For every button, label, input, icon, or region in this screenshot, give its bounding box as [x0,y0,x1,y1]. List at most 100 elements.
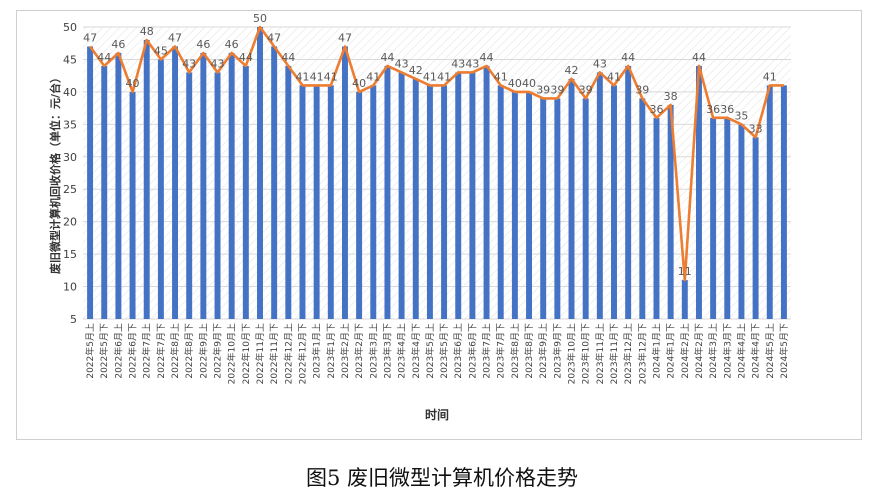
bar [752,137,759,319]
bar [695,65,702,319]
data-label: 47 [338,31,352,44]
y-tick-label: 25 [63,183,77,196]
trend-line [89,25,784,282]
bar [780,85,787,320]
data-label: 41 [324,70,338,83]
data-label: 45 [154,44,168,57]
data-label: 35 [734,109,748,122]
x-tick-label: 2022年10月上 [226,323,238,384]
x-axis-ticks: 2022年5月上 2022年5月下 2022年6月上 2022年6月下 2022年7月上… [84,323,790,384]
x-tick-label: 2023年5月下 [438,323,450,379]
x-tick-label: 2023年10月下 [580,323,592,384]
bar [257,27,263,319]
x-tick-label: 2023年10月上 [566,323,578,384]
x-tick-label: 2022年12月上 [282,323,294,384]
bar [200,52,207,319]
data-label: 44 [621,51,635,64]
x-tick-label: 2024年5月上 [764,323,776,379]
data-label: 43 [182,57,196,70]
x-tick-label: 2023年11月下 [608,323,620,384]
x-tick-label: 2023年7月上 [481,323,493,379]
bar [653,117,660,319]
bar [639,98,646,319]
x-tick-label: 2022年5月上 [84,323,96,379]
x-tick-label: 2023年2月上 [339,323,351,379]
data-label: 41 [310,70,324,83]
data-label: 41 [437,70,451,83]
data-label: 47 [267,31,281,44]
bar [341,46,348,319]
x-tick-label: 2024年1月下 [665,323,677,379]
x-tick-label: 2024年4月上 [735,323,747,379]
x-tick-label: 2022年12月下 [297,323,309,384]
x-tick-label: 2023年7月下 [495,323,507,379]
bar [554,98,561,319]
data-label: 11 [678,265,692,278]
x-tick-label: 2023年8月下 [523,323,535,379]
bar [497,85,504,320]
data-label: 43 [395,57,409,70]
bar [285,65,292,319]
data-label: 43 [465,57,479,70]
data-label: 44 [692,51,706,64]
x-tick-label: 2023年2月下 [353,323,365,379]
bar [724,117,731,319]
data-label: 39 [579,83,593,96]
x-tick-label: 2023年6月下 [466,323,478,379]
bar [738,124,745,319]
bar [526,91,533,319]
x-tick-label: 2024年2月下 [693,323,705,379]
bar [582,98,589,319]
x-tick-label: 2024年1月上 [651,323,663,379]
data-label: 46 [111,38,125,51]
bar [242,65,249,319]
bar [710,117,717,319]
x-tick-label: 2022年9月下 [212,323,224,379]
bar [172,46,179,319]
x-tick-label: 2023年8月上 [509,323,521,379]
data-label: 42 [409,64,423,77]
x-tick-label: 2024年3月上 [707,323,719,379]
data-label: 46 [225,38,239,51]
x-tick-label: 2023年9月下 [551,323,563,379]
data-label: 39 [550,83,564,96]
bar [398,72,405,319]
y-tick-label: 45 [63,53,77,66]
bar [412,78,419,320]
data-label: 40 [352,77,366,90]
y-tick-label: 10 [63,281,77,294]
bar [271,46,278,319]
y-tick-label: 5 [70,313,77,326]
x-tick-label: 2024年5月下 [778,323,790,379]
data-label: 41 [423,70,437,83]
data-label: 43 [211,57,225,70]
x-tick-label: 2023年11月上 [594,323,606,384]
bar [186,72,193,319]
bar [596,72,603,319]
x-tick-label: 2024年3月下 [721,323,733,379]
data-label: 44 [380,51,394,64]
data-label: 44 [480,51,494,64]
bar [384,65,391,319]
chart-frame: 47 44 46 40 48 45 47 43 46 43 46 44 50 47 44 41 41 41 47 40… [16,10,862,440]
x-tick-label: 2023年4月上 [396,323,408,379]
bar [611,85,617,320]
data-label: 47 [83,31,97,44]
x-tick-label: 2023年12月下 [636,323,648,384]
data-label: 36 [720,103,734,116]
x-tick-label: 2022年11月上 [254,323,266,384]
x-axis-label: 时间 [425,407,449,422]
bar [157,59,164,319]
x-tick-label: 2023年1月下 [325,323,337,379]
data-label: 41 [763,70,777,83]
data-label: 33 [749,122,763,135]
data-label: 39 [635,83,649,96]
data-label: 43 [593,57,607,70]
data-label: 44 [239,51,253,64]
bar [483,65,490,319]
y-tick-label: 20 [63,216,77,229]
x-tick-label: 2022年11月下 [268,323,280,384]
data-label: 40 [126,77,140,90]
x-tick-label: 2022年6月上 [112,323,124,379]
